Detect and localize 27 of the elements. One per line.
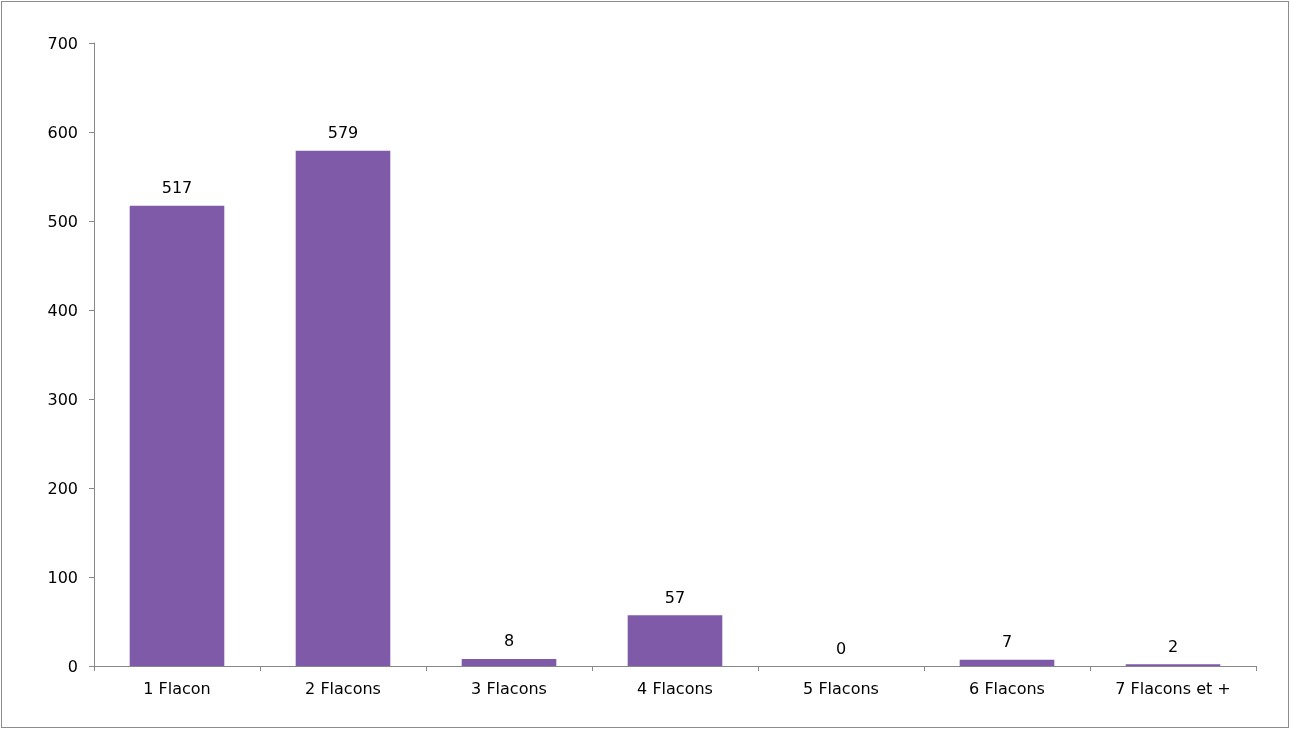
y-tick-label: 400 (47, 300, 78, 320)
data-label: 0 (835, 638, 847, 658)
y-tick-label: 500 (47, 211, 78, 231)
bar (295, 150, 391, 666)
data-label: 8 (503, 631, 515, 651)
x-tick-label: 6 Flacons (969, 678, 1045, 698)
y-tick-label: 0 (67, 656, 78, 676)
y-tick-label: 700 (47, 33, 78, 53)
x-tick-label: 7 Flacons et + (1115, 678, 1231, 698)
x-tick-label: 4 Flacons (637, 678, 713, 698)
data-label: 2 (1167, 636, 1179, 656)
y-tick-label: 600 (47, 122, 78, 142)
y-tick-label: 300 (47, 389, 78, 409)
x-tick-label: 3 Flacons (471, 678, 547, 698)
data-label: 517 (161, 178, 193, 198)
x-tick-label: 5 Flacons (803, 678, 879, 698)
bar (959, 659, 1055, 666)
data-label: 7 (1001, 632, 1013, 652)
x-tick-label: 2 Flacons (305, 678, 381, 698)
bar (627, 615, 723, 666)
bar (129, 205, 225, 666)
bar (461, 658, 557, 666)
data-label: 57 (664, 587, 686, 607)
y-tick-label: 100 (47, 567, 78, 587)
data-label: 579 (327, 123, 359, 143)
x-tick-label: 1 Flacon (143, 678, 211, 698)
y-tick-label: 200 (47, 478, 78, 498)
